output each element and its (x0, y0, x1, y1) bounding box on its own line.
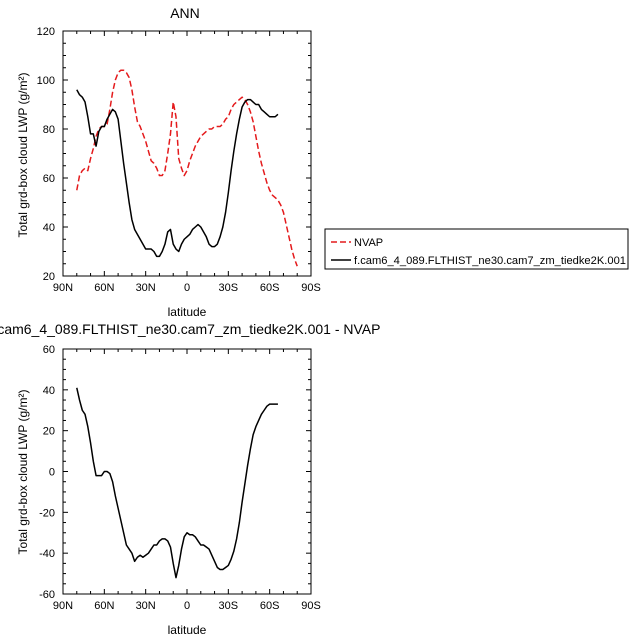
top-y-tick-label: 80 (43, 124, 55, 136)
bottom-panel-title: f.cam6_4_089.FLTHIST_ne30.cam7_zm_tiedke… (0, 321, 380, 337)
legend-label-model: f.cam6_4_089.FLTHIST_ne30.cam7_zm_tiedke… (354, 255, 626, 267)
top-y-tick-label: 20 (43, 271, 55, 283)
bottom-y-tick-label: 20 (43, 426, 55, 438)
top-x-tick-label: 90S (301, 282, 321, 294)
top-x-tick-label: 30N (136, 282, 156, 294)
bottom-x-tick-label: 30S (219, 600, 239, 612)
bottom-x-tick-label: 0 (184, 600, 190, 612)
top-plot-frame (62, 30, 312, 277)
bottom-x-tick-label: 90S (301, 600, 321, 612)
bottom-x-tick-label: 90N (53, 600, 73, 612)
top-x-tick-label: 60N (94, 282, 114, 294)
bottom-y-tick-label: 60 (43, 344, 55, 356)
top-y-axis-title: Total grd-box cloud LWP (g/m²) (16, 73, 30, 238)
legend-label-nvap: NVAP (354, 237, 383, 249)
bottom-y-axis-title: Total grd-box cloud LWP (g/m²) (16, 390, 30, 555)
top-x-tick-label: 90N (53, 282, 73, 294)
bottom-x-tick-label: 30N (136, 600, 156, 612)
bottom-x-axis-title: latitude (168, 623, 207, 637)
top-series-line-0 (76, 69, 298, 267)
top-x-tick-label: 0 (184, 282, 190, 294)
bottom-panel: f.cam6_4_089.FLTHIST_ne30.cam7_zm_tiedke… (0, 321, 380, 637)
top-x-tick-label: 30S (219, 282, 239, 294)
bottom-plot-frame (62, 348, 312, 595)
bottom-y-tick-label: -40 (39, 548, 55, 560)
top-y-tick-label: 120 (37, 26, 55, 38)
top-y-tick-label: 100 (37, 75, 55, 87)
top-x-axis-title: latitude (168, 305, 207, 319)
bottom-y-tick-label: -20 (39, 507, 55, 519)
top-y-tick-label: 40 (43, 222, 55, 234)
top-x-tick-label: 60S (260, 282, 280, 294)
legend: NVAP f.cam6_4_089.FLTHIST_ne30.cam7_zm_t… (324, 228, 629, 270)
bottom-y-tick-label: -60 (39, 589, 55, 601)
bottom-series-line-0 (76, 387, 278, 579)
top-panel-title: ANN (170, 5, 200, 21)
bottom-y-tick-label: 40 (43, 385, 55, 397)
bottom-x-tick-label: 60S (260, 600, 280, 612)
top-y-tick-label: 60 (43, 173, 55, 185)
bottom-x-tick-label: 60N (94, 600, 114, 612)
top-panel: ANN 90N 60N 30N 0 30S 60S 90S 20 40 60 80 100 120 la… (16, 5, 321, 319)
legend-box (324, 228, 629, 270)
top-series-line-1 (76, 89, 279, 258)
bottom-y-tick-label: 0 (49, 467, 55, 479)
